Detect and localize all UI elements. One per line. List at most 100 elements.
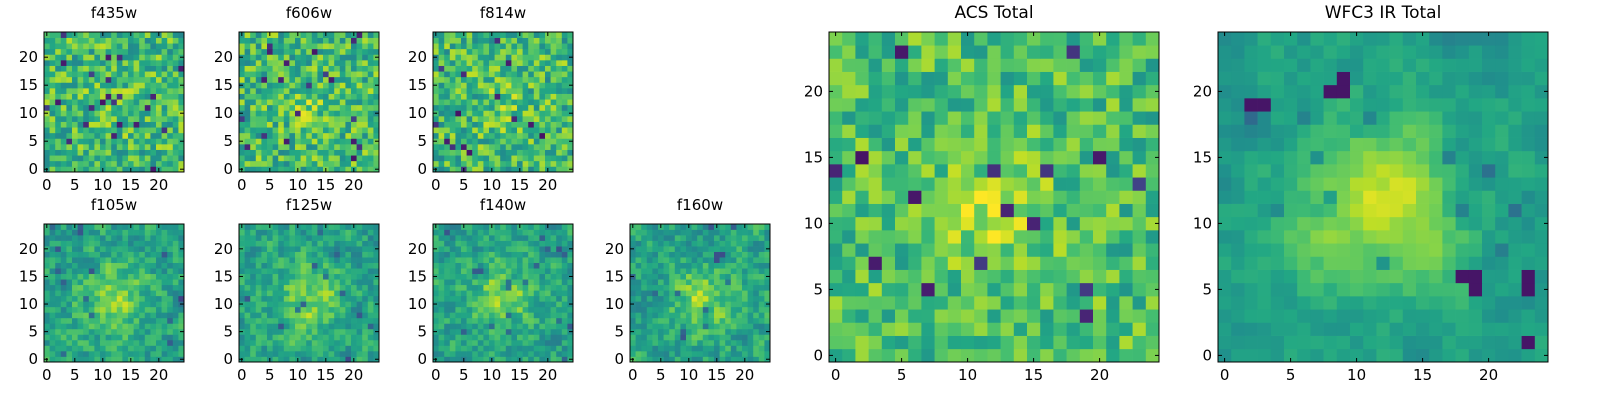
heatmap-cell [289,268,296,275]
heatmap-cell [255,155,262,162]
heatmap-cell [172,279,179,286]
heatmap-cell [250,60,257,66]
heatmap-cell [449,295,456,302]
heatmap-cell [461,240,467,247]
heatmap-cell [500,301,507,308]
heatmap-cell [895,256,909,270]
heatmap-cell [116,144,123,150]
heatmap-cell [311,110,318,117]
heatmap-cell [328,246,335,252]
heatmap-cell [438,43,445,50]
heatmap-cell [455,262,462,269]
heatmap-cell [455,82,462,89]
heatmap-cell [444,93,451,100]
heatmap-cell [367,65,374,72]
heatmap-cell [55,279,62,286]
heatmap-cell [505,127,512,134]
heatmap-cell [300,110,307,117]
heatmap-cell [356,82,363,89]
heatmap-cell [730,345,737,352]
heatmap-cell [156,110,162,117]
heatmap-cell [178,155,185,162]
heatmap-cell [328,284,335,291]
heatmap-cell [351,71,357,78]
heatmap-cell [72,251,78,258]
heatmap-cell [244,76,251,83]
heatmap-cell [72,301,78,308]
heatmap-cell [156,306,162,313]
heatmap-cell [539,312,546,319]
heatmap-cell [556,262,563,269]
heatmap-cell [144,323,151,330]
heatmap-cell [77,284,84,291]
heatmap-cell [829,348,843,363]
heatmap-cell [139,295,146,302]
heatmap-cell [261,306,268,313]
heatmap-cell [714,301,720,308]
heatmap-cell [646,229,653,236]
heatmap-cell [511,317,518,324]
heatmap-cell [172,48,179,55]
heatmap-cell [517,132,523,139]
heatmap-cell [489,82,495,89]
heatmap-cell [505,345,512,352]
heatmap-cell [295,246,301,252]
heatmap-cell [139,328,146,335]
heatmap-cell [55,82,62,89]
heatmap-cell [283,306,290,313]
heatmap-cell [517,334,523,341]
heatmap-cell [278,284,285,291]
heatmap-cell [1106,164,1120,178]
heatmap-cell [494,99,501,106]
heatmap-cell [267,251,273,258]
heatmap-cell [116,246,123,252]
heatmap-cell [156,54,162,61]
heatmap-cell [528,251,535,258]
heatmap-cell [550,350,557,357]
heatmap-cell [373,279,380,286]
heatmap-cell [267,144,273,150]
heatmap-cell [317,71,324,78]
heatmap-cell [511,71,518,78]
heatmap-cell [505,268,512,275]
heatmap-cell [94,334,101,341]
heatmap-cell [500,262,507,269]
heatmap-cell [239,93,245,100]
heatmap-cell [483,121,490,128]
heatmap-cell [156,235,162,241]
heatmap-cell [974,296,988,310]
heatmap-cell [472,290,479,297]
heatmap-cell [267,99,273,106]
heatmap-cell [494,345,501,352]
heatmap-cell [49,257,56,263]
heatmap-cell [66,65,73,72]
heatmap-cell [172,251,179,258]
heatmap-cell [947,282,962,297]
heatmap-cell [652,251,659,258]
heatmap-cell [44,317,50,324]
heatmap-cell [373,43,380,50]
heatmap-cell [449,345,456,352]
heatmap-cell [494,166,501,173]
heatmap-cell [283,144,290,150]
heatmap-cell [72,93,78,100]
heatmap-cell [60,301,67,308]
heatmap-cell [300,99,307,106]
heatmap-cell [764,295,771,302]
heatmap-cell [556,110,563,117]
heatmap-cell [505,246,512,252]
heatmap-cell [444,273,451,280]
heatmap-cell [545,71,551,78]
heatmap-cell [272,339,279,346]
heatmap-cell [111,104,118,111]
heatmap-cell [556,229,563,236]
heatmap-cell [72,334,78,341]
heatmap-cell [561,279,568,286]
heatmap-cell [133,60,140,66]
heatmap-cell [77,65,84,72]
heatmap-cell [105,155,112,162]
heatmap-cell [77,138,84,145]
heatmap-cell [356,240,363,247]
heatmap-cell [533,60,540,66]
heatmap-cell [730,312,737,319]
